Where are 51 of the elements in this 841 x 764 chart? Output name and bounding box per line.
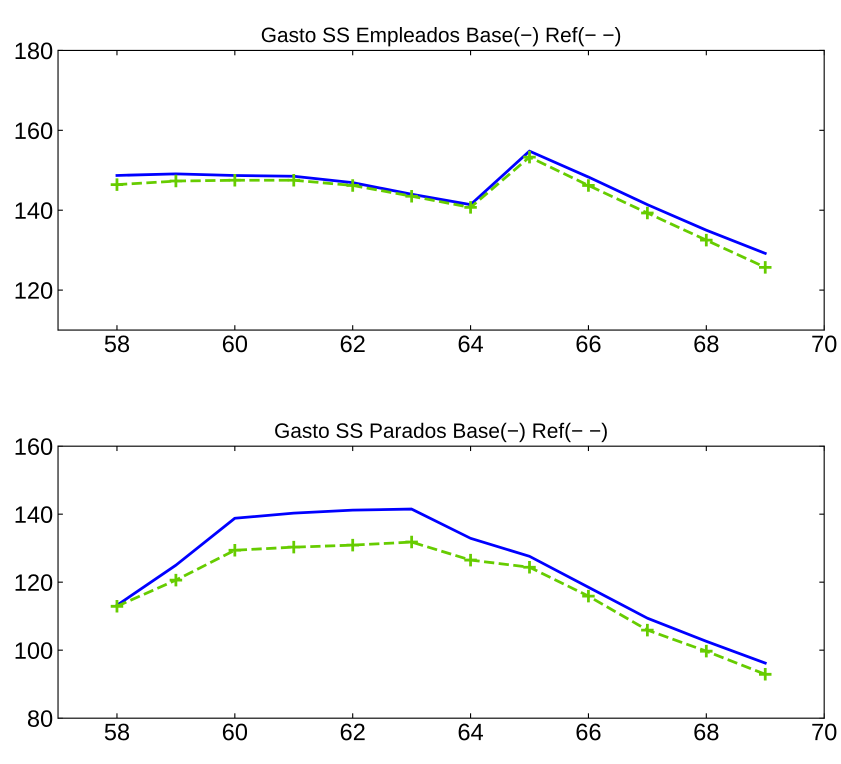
chart-title: Gasto SS Empleados Base(−) Ref(− −) [262, 26, 620, 46]
y-tick-label: 80 [28, 710, 52, 727]
x-tick-label: 62 [340, 336, 365, 352]
point [640, 205, 656, 221]
y-tick-label: 180 [16, 42, 52, 60]
x-tick-label: 68 [694, 336, 718, 352]
x-tick-label: 70 [812, 336, 836, 352]
point [404, 188, 420, 204]
point [640, 622, 656, 638]
y-tick-label: 160 [16, 438, 52, 455]
y-tick-label: 100 [16, 642, 52, 659]
point [168, 173, 184, 189]
chart-title: Gasto SS Parados Base(−) Ref(− −) [275, 422, 607, 442]
x-tick-label: 66 [576, 336, 601, 352]
x-tick-label: 58 [104, 724, 130, 740]
point [286, 540, 302, 555]
line-series [116, 150, 767, 255]
x-tick-label: 66 [576, 724, 601, 740]
point [345, 537, 360, 553]
y-tick-label: 120 [16, 282, 52, 299]
y-tick-label: 140 [16, 202, 52, 219]
x-tick-label: 60 [222, 336, 248, 352]
point [758, 666, 773, 682]
y-tick-label: 140 [16, 506, 52, 523]
point [227, 542, 242, 558]
x-tick-label: 58 [104, 336, 130, 352]
y-tick-label: 120 [16, 574, 52, 591]
point [404, 534, 420, 550]
point [345, 178, 360, 194]
point [286, 172, 302, 188]
point [109, 598, 125, 614]
point [109, 177, 125, 192]
x-tick-label: 70 [812, 724, 836, 740]
point [168, 572, 184, 588]
y-tick-label: 160 [16, 122, 52, 140]
point [580, 178, 596, 194]
point [758, 260, 773, 275]
point [522, 560, 538, 575]
point [522, 149, 538, 165]
x-tick-label: 64 [458, 336, 484, 352]
x-tick-label: 60 [222, 724, 248, 740]
point [462, 200, 478, 216]
x-tick-label: 64 [458, 724, 484, 740]
point [698, 232, 714, 248]
point [698, 644, 714, 659]
line-series [116, 508, 767, 664]
x-tick-label: 62 [340, 724, 365, 740]
point [227, 172, 242, 188]
point [580, 588, 596, 604]
point [462, 552, 478, 568]
x-tick-label: 68 [694, 724, 718, 740]
